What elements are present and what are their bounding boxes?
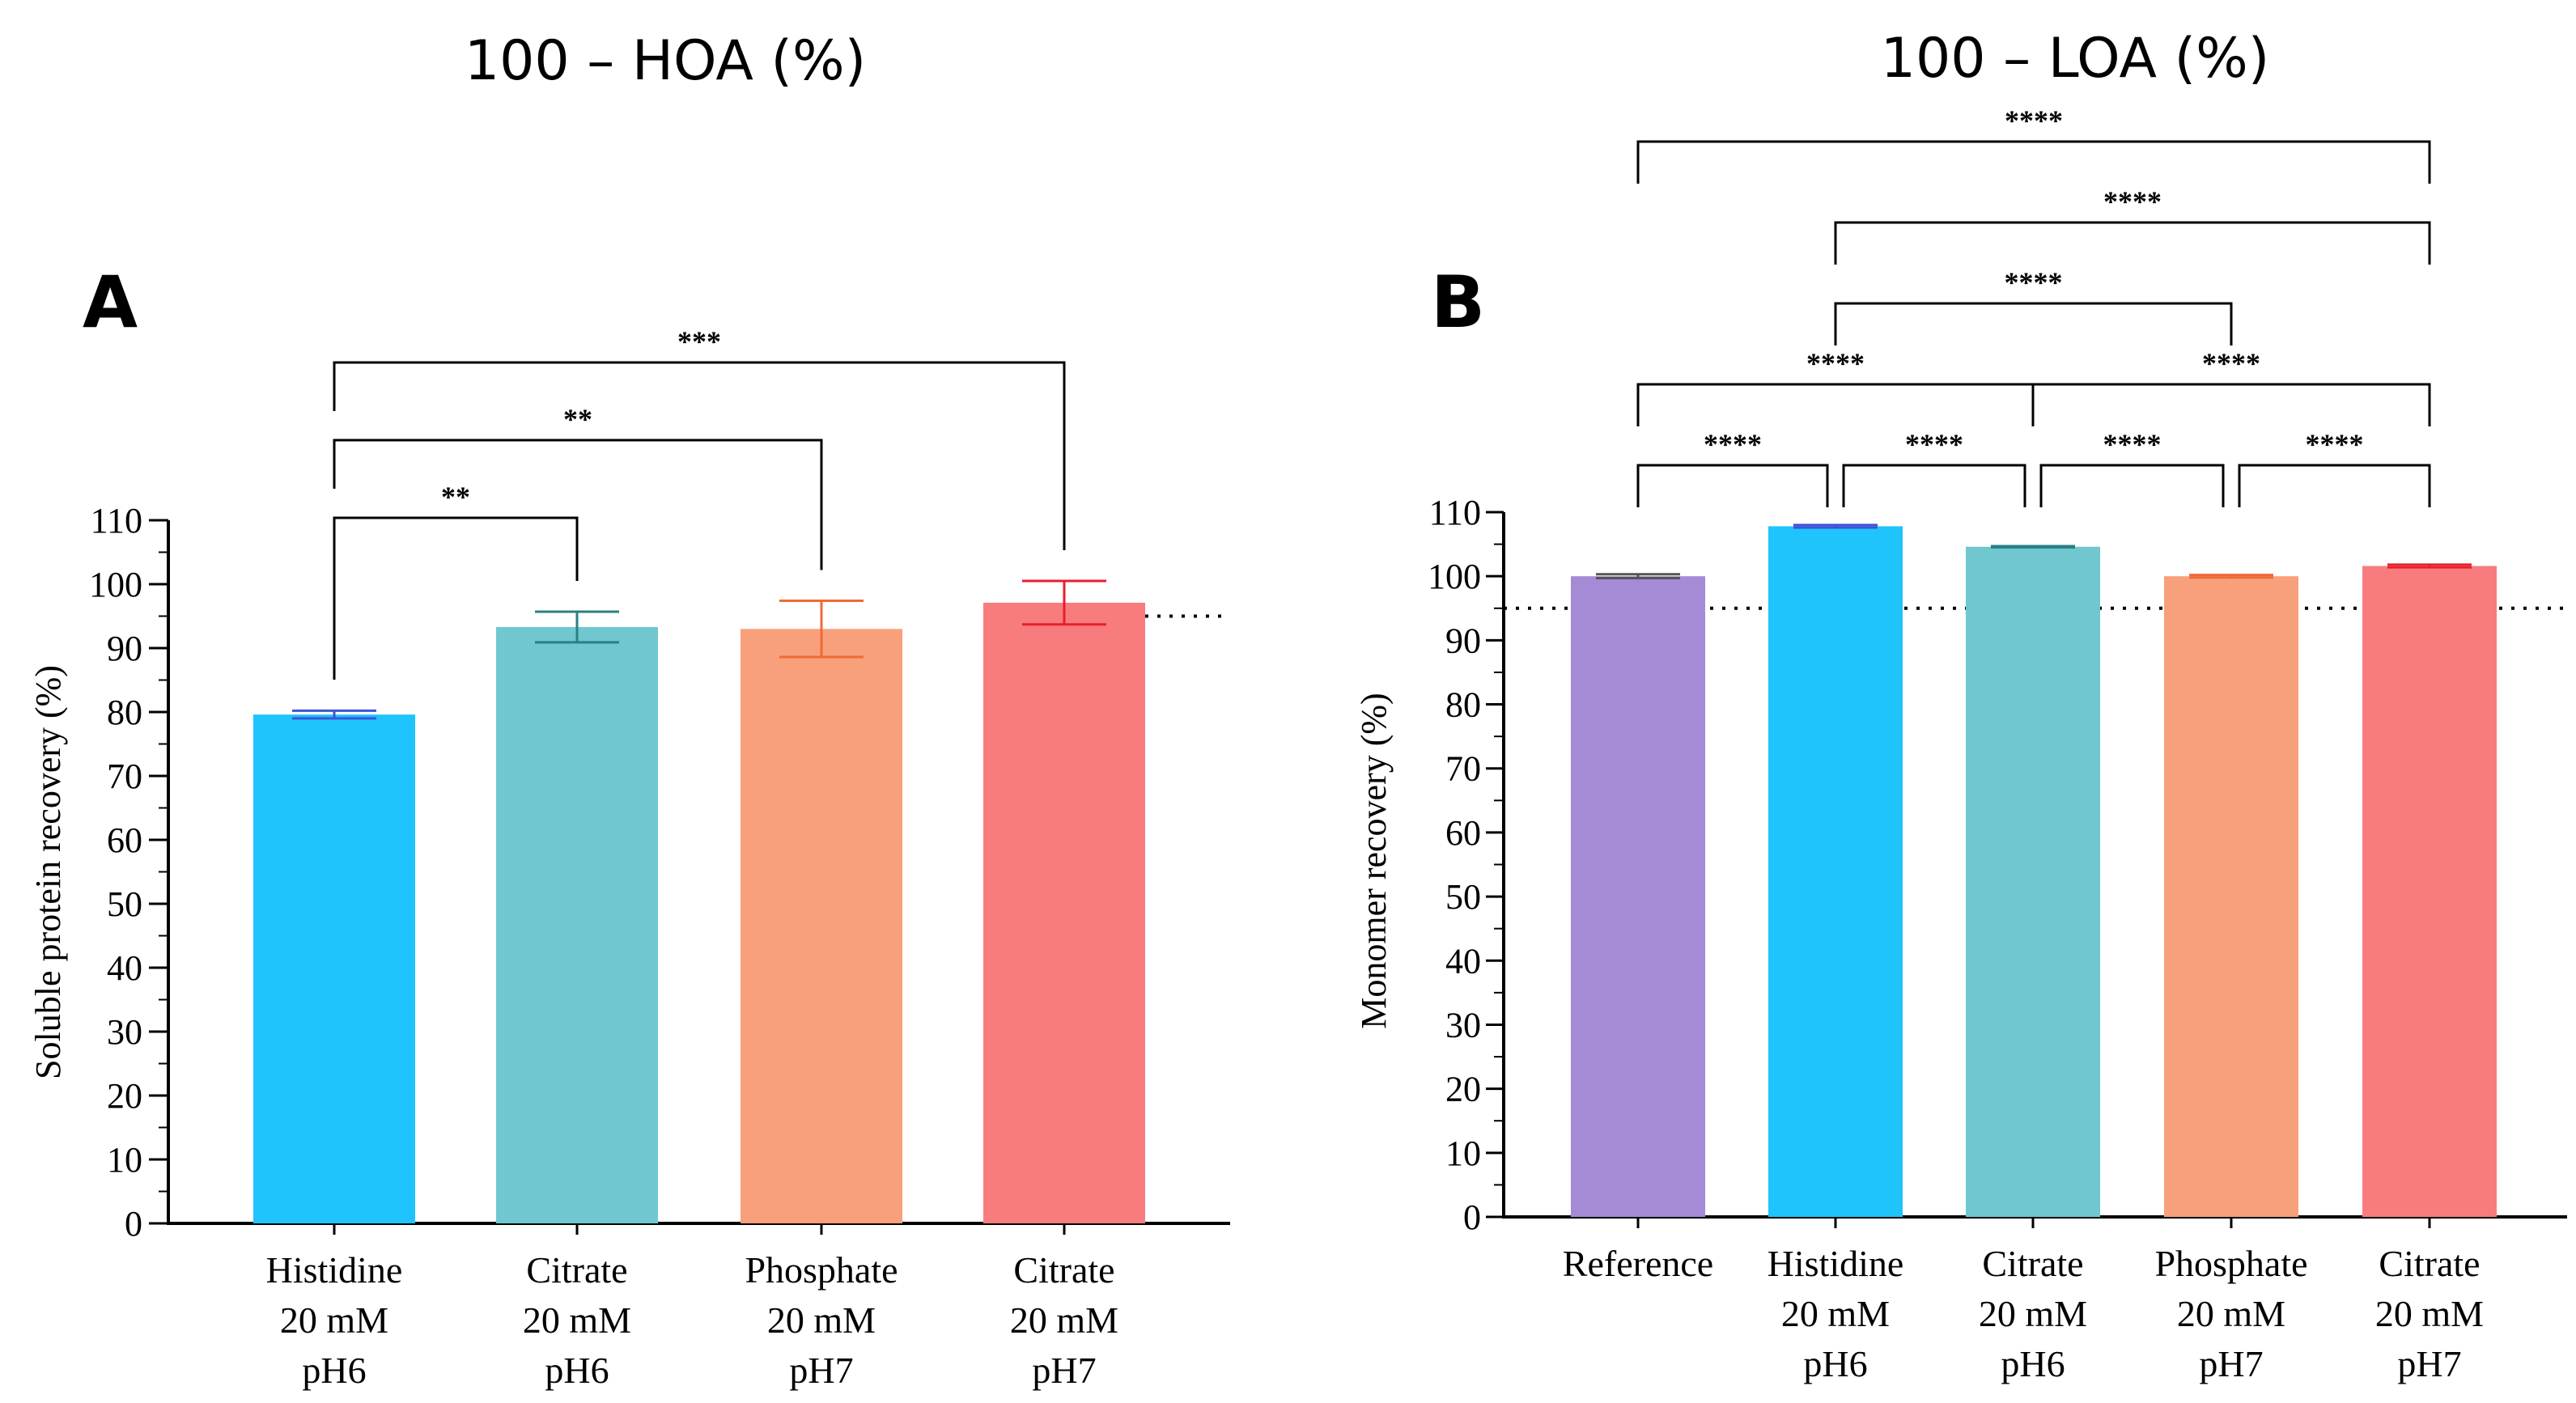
x-tick-label: Citrate bbox=[2379, 1243, 2480, 1284]
y-axis-label: Soluble protein recovery (%) bbox=[28, 665, 68, 1079]
x-tick-label: 20 mM bbox=[2177, 1293, 2285, 1334]
x-tick-label: Histidine bbox=[266, 1249, 403, 1291]
y-tick-label: 10 bbox=[107, 1140, 142, 1180]
significance-label: **** bbox=[1905, 428, 1963, 460]
x-tick-label: pH7 bbox=[1032, 1350, 1096, 1391]
y-tick-label: 80 bbox=[107, 693, 142, 732]
x-tick-label: 20 mM bbox=[767, 1299, 876, 1341]
significance-bracket bbox=[2238, 464, 2431, 507]
significance-bracket bbox=[1636, 140, 2431, 184]
y-tick-label: 80 bbox=[1445, 685, 1481, 725]
x-tick-label: Citrate bbox=[1013, 1249, 1114, 1291]
x-tick-label: Phosphate bbox=[745, 1249, 898, 1291]
y-tick-label: 60 bbox=[107, 820, 142, 860]
bar bbox=[496, 626, 658, 1223]
significance-bracket bbox=[1636, 464, 1829, 507]
y-tick-label: 70 bbox=[1445, 749, 1481, 789]
significance-label: **** bbox=[2103, 428, 2162, 460]
y-tick-label: 70 bbox=[107, 757, 142, 796]
y-tick-label: 0 bbox=[1463, 1197, 1481, 1237]
y-tick-label: 100 bbox=[1428, 557, 1481, 596]
x-tick-label: 20 mM bbox=[1010, 1299, 1118, 1341]
y-tick-label: 50 bbox=[1445, 877, 1481, 917]
significance-label: ** bbox=[441, 481, 470, 513]
significance-bracket bbox=[333, 516, 579, 680]
y-tick-label: 40 bbox=[1445, 941, 1481, 981]
bar bbox=[253, 714, 415, 1223]
y-tick-label: 100 bbox=[89, 565, 142, 604]
bar bbox=[2164, 576, 2298, 1217]
significance-bracket bbox=[2039, 464, 2225, 507]
significance-label: **** bbox=[2005, 104, 2063, 137]
x-tick-label: pH7 bbox=[2397, 1343, 2461, 1384]
significance-label: **** bbox=[2306, 428, 2364, 460]
x-tick-label: Phosphate bbox=[2154, 1243, 2307, 1284]
x-tick-label: pH6 bbox=[2001, 1343, 2065, 1384]
significance-bracket bbox=[2031, 383, 2431, 426]
significance-bracket bbox=[333, 361, 1066, 551]
bar bbox=[983, 602, 1145, 1223]
significance-label: **** bbox=[1806, 347, 1865, 379]
y-tick-label: 30 bbox=[107, 1012, 142, 1052]
y-tick-label: 20 bbox=[1445, 1070, 1481, 1109]
y-tick-label: 20 bbox=[107, 1076, 142, 1116]
y-tick-label: 60 bbox=[1445, 813, 1481, 853]
y-tick-label: 30 bbox=[1445, 1005, 1481, 1045]
x-tick-label: Citrate bbox=[526, 1249, 627, 1291]
x-tick-label: 20 mM bbox=[1979, 1293, 2087, 1334]
bar bbox=[1768, 526, 1903, 1217]
x-tick-label: pH6 bbox=[302, 1350, 366, 1391]
y-tick-label: 110 bbox=[91, 501, 142, 540]
significance-label: **** bbox=[2005, 266, 2063, 299]
panel-a-label: A bbox=[83, 261, 138, 344]
significance-bracket bbox=[333, 439, 823, 570]
y-tick-label: 40 bbox=[107, 948, 142, 988]
y-tick-label: 10 bbox=[1445, 1134, 1481, 1173]
panel-b-label: B bbox=[1431, 261, 1485, 344]
x-tick-label: 20 mM bbox=[280, 1299, 388, 1341]
bar bbox=[1966, 546, 2100, 1217]
y-tick-label: 90 bbox=[1445, 621, 1481, 660]
x-tick-label: pH7 bbox=[2199, 1343, 2263, 1384]
y-axis-label: Monomer recovery (%) bbox=[1354, 693, 1394, 1028]
x-tick-label: Reference bbox=[1563, 1243, 1713, 1284]
significance-bracket bbox=[1842, 464, 2026, 507]
bar bbox=[1571, 576, 1705, 1217]
y-tick-label: 50 bbox=[107, 884, 142, 924]
panel-a-title: 100 – HOA (%) bbox=[465, 29, 866, 93]
significance-label: **** bbox=[1704, 428, 1762, 460]
significance-label: ** bbox=[563, 403, 592, 435]
bar bbox=[2362, 566, 2497, 1217]
significance-bracket bbox=[1636, 383, 2035, 426]
significance-bracket bbox=[1834, 221, 2431, 265]
x-tick-label: 20 mM bbox=[2375, 1293, 2484, 1334]
significance-label: **** bbox=[2103, 185, 2162, 218]
y-tick-label: 0 bbox=[125, 1204, 142, 1244]
x-tick-label: 20 mM bbox=[523, 1299, 631, 1341]
significance-bracket bbox=[1834, 302, 2233, 345]
panel-b-title: 100 – LOA (%) bbox=[1881, 27, 2270, 91]
x-tick-label: pH7 bbox=[789, 1350, 853, 1391]
x-tick-label: Citrate bbox=[1982, 1243, 2083, 1284]
x-tick-label: Histidine bbox=[1768, 1243, 1904, 1284]
chart-b: 0 10 20 30 40 50 60 70 80 90 100 110 **** **** **** **… bbox=[1354, 104, 2567, 1384]
y-tick-label: 90 bbox=[107, 629, 142, 668]
x-tick-label: pH6 bbox=[545, 1350, 609, 1391]
x-tick-label: pH6 bbox=[1803, 1343, 1867, 1384]
x-tick-label: 20 mM bbox=[1781, 1293, 1890, 1334]
y-tick-label: 110 bbox=[1429, 493, 1481, 532]
significance-label: *** bbox=[677, 325, 721, 358]
bar bbox=[741, 629, 902, 1223]
significance-label: **** bbox=[2202, 347, 2260, 379]
